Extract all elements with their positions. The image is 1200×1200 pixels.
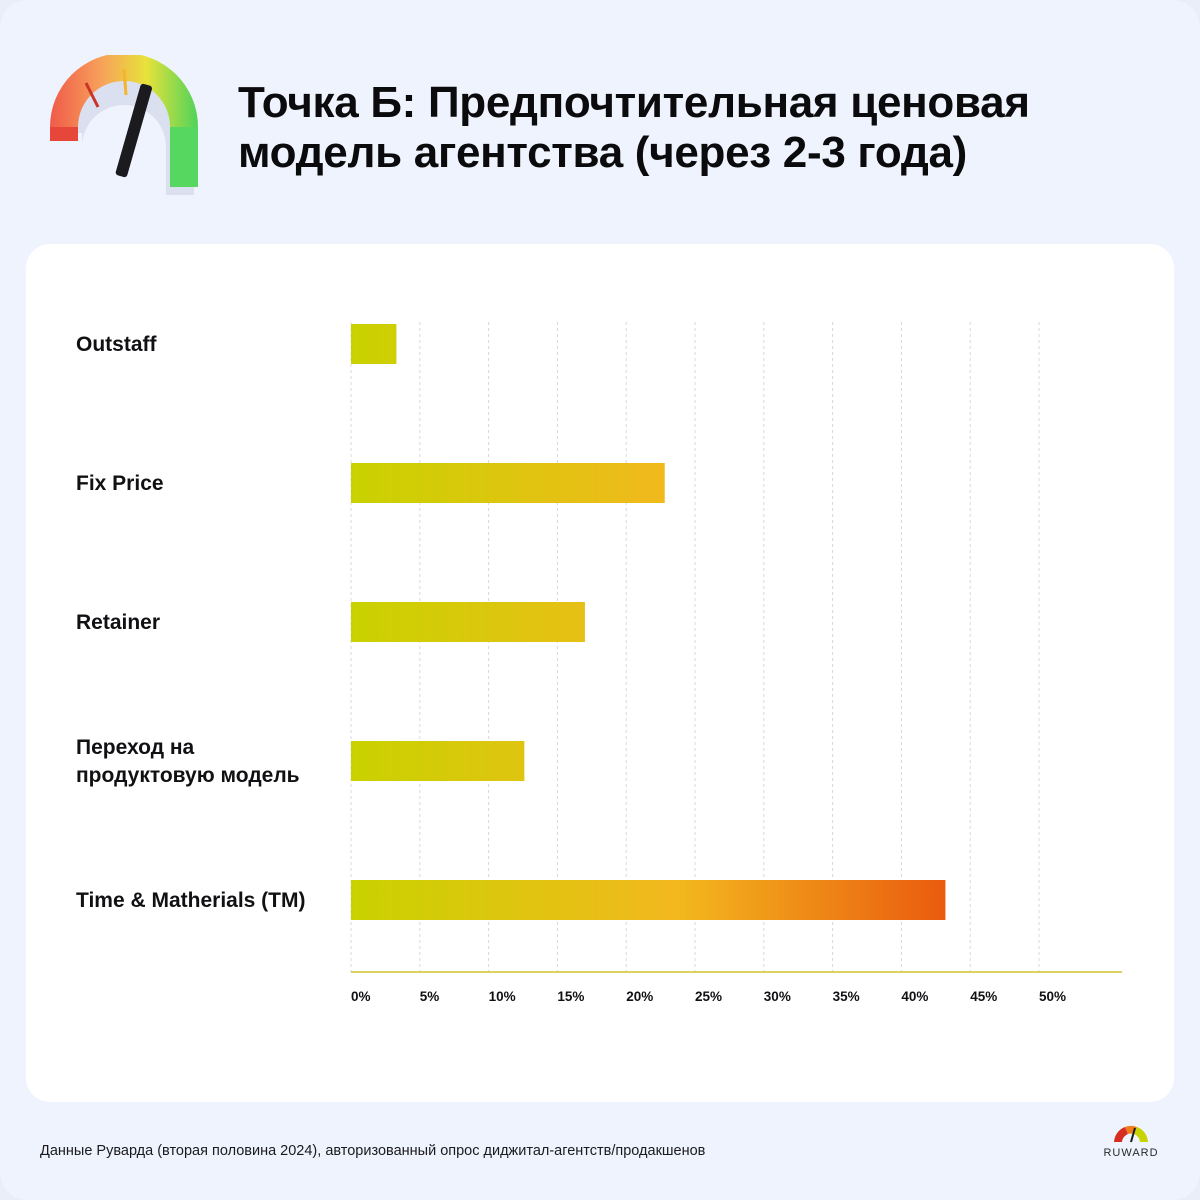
logo-text: RUWARD xyxy=(1103,1147,1159,1159)
category-label: Fix Price xyxy=(76,472,164,495)
category-label: Переход на xyxy=(76,736,195,759)
x-tick-label: 30% xyxy=(764,989,791,1004)
x-tick-label: 15% xyxy=(557,989,584,1004)
x-tick-label: 35% xyxy=(833,989,860,1004)
category-label: Retainer xyxy=(76,611,160,634)
speedometer-gauge-icon xyxy=(50,55,198,195)
bar-chart: 0% 5% 10% 15% 20% 25% 30% 35% 40% 45% 50% Outstaff F… xyxy=(76,322,1122,1004)
x-tick-label: 20% xyxy=(626,989,653,1004)
category-label: Time & Matherials (TM) xyxy=(76,889,305,912)
source-note: Данные Руварда (вторая половина 2024), а… xyxy=(40,1143,706,1159)
x-tick-label: 50% xyxy=(1039,989,1066,1004)
category-label: Outstaff xyxy=(76,333,158,356)
x-tick-label: 25% xyxy=(695,989,722,1004)
category-label: продуктовую модель xyxy=(76,764,300,787)
bar xyxy=(351,602,585,642)
x-tick-label: 40% xyxy=(901,989,928,1004)
bar xyxy=(351,324,397,364)
x-tick-label: 10% xyxy=(489,989,516,1004)
chart-card: 0% 5% 10% 15% 20% 25% 30% 35% 40% 45% 50% Outstaff F… xyxy=(26,244,1174,1102)
page-title-line-2: модель агентства (через 2-3 года) xyxy=(238,128,968,177)
bar xyxy=(351,741,525,781)
bar xyxy=(351,880,946,920)
gauge-logo-icon xyxy=(1114,1125,1148,1143)
page-title-line-1: Точка Б: Предпочтительная ценовая xyxy=(238,78,1030,127)
x-tick-label: 5% xyxy=(420,989,440,1004)
page-title: Точка Б: Предпочтительная ценовая модель… xyxy=(238,78,1158,178)
bar xyxy=(351,463,665,503)
x-tick-label: 45% xyxy=(970,989,997,1004)
x-tick-label: 0% xyxy=(351,989,371,1004)
ruward-logo: RUWARD xyxy=(1100,1122,1162,1164)
